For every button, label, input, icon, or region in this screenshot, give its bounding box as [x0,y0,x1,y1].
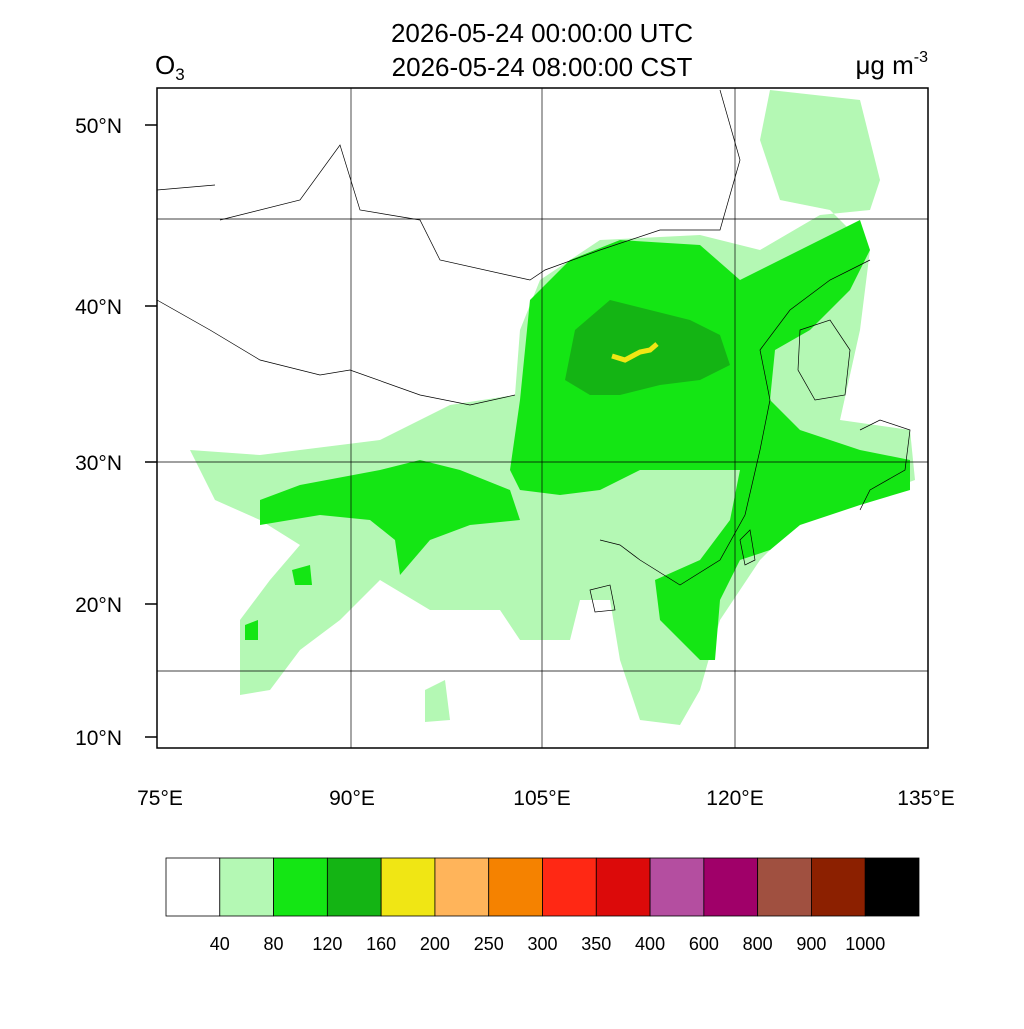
colorbar-label: 350 [581,934,611,954]
colorbar-label: 800 [743,934,773,954]
lat-label: 10°N [75,727,122,750]
lon-label: 120°E [706,787,763,810]
colorbar-box [542,857,597,917]
colorbar-label: 900 [796,934,826,954]
lat-label: 50°N [75,115,122,138]
colorbar-label: 600 [689,934,719,954]
title-utc: 2026-05-24 00:00:00 UTC [391,18,693,48]
colorbar-box [326,857,382,917]
units-base: μg m [855,50,913,80]
units-sup: -3 [914,49,928,66]
lat-label: 20°N [75,594,122,617]
colorbar-box [380,857,436,917]
colorbar-box [811,857,866,917]
variable-sub: 3 [175,65,184,84]
colorbar-box [649,857,705,917]
lon-label: 75°E [137,787,183,810]
colorbar-box [165,857,221,917]
colorbar-label: 80 [264,934,284,954]
colorbar-label: 200 [420,934,450,954]
colorbar-label: 40 [210,934,230,954]
lat-label: 30°N [75,452,122,475]
o3-field-160 [611,342,659,363]
colorbar-box [864,857,920,917]
colorbar-label: 250 [474,934,504,954]
o3-field-80 [245,220,910,660]
colorbar-label: 400 [635,934,665,954]
colorbar: 40 80 120 160 200 250 300 350 400 600 800 900 1000 [165,857,920,954]
colorbar-label: 160 [366,934,396,954]
units: μg m-3 [855,49,928,80]
variable-name: O3 [155,50,185,84]
colorbar-label: 300 [527,934,557,954]
colorbar-box [273,857,328,917]
lon-label: 105°E [513,787,570,810]
lon-label: 90°E [329,787,375,810]
lon-label: 135°E [897,787,954,810]
map-frame [156,87,929,749]
colorbar-box [757,857,812,917]
title-local: 2026-05-24 08:00:00 CST [392,52,693,82]
colorbar-box [703,857,759,917]
colorbar-label: 120 [312,934,342,954]
colorbar-box [434,857,490,917]
colorbar-label: 1000 [845,934,885,954]
lat-label: 40°N [75,296,122,319]
o3-field-120 [565,300,730,395]
variable-base: O [155,50,175,80]
grid [157,88,928,748]
field [157,89,915,725]
colorbar-box [595,857,651,917]
colorbar-box [219,857,274,917]
colorbar-box [488,857,543,917]
boundaries [157,89,911,613]
